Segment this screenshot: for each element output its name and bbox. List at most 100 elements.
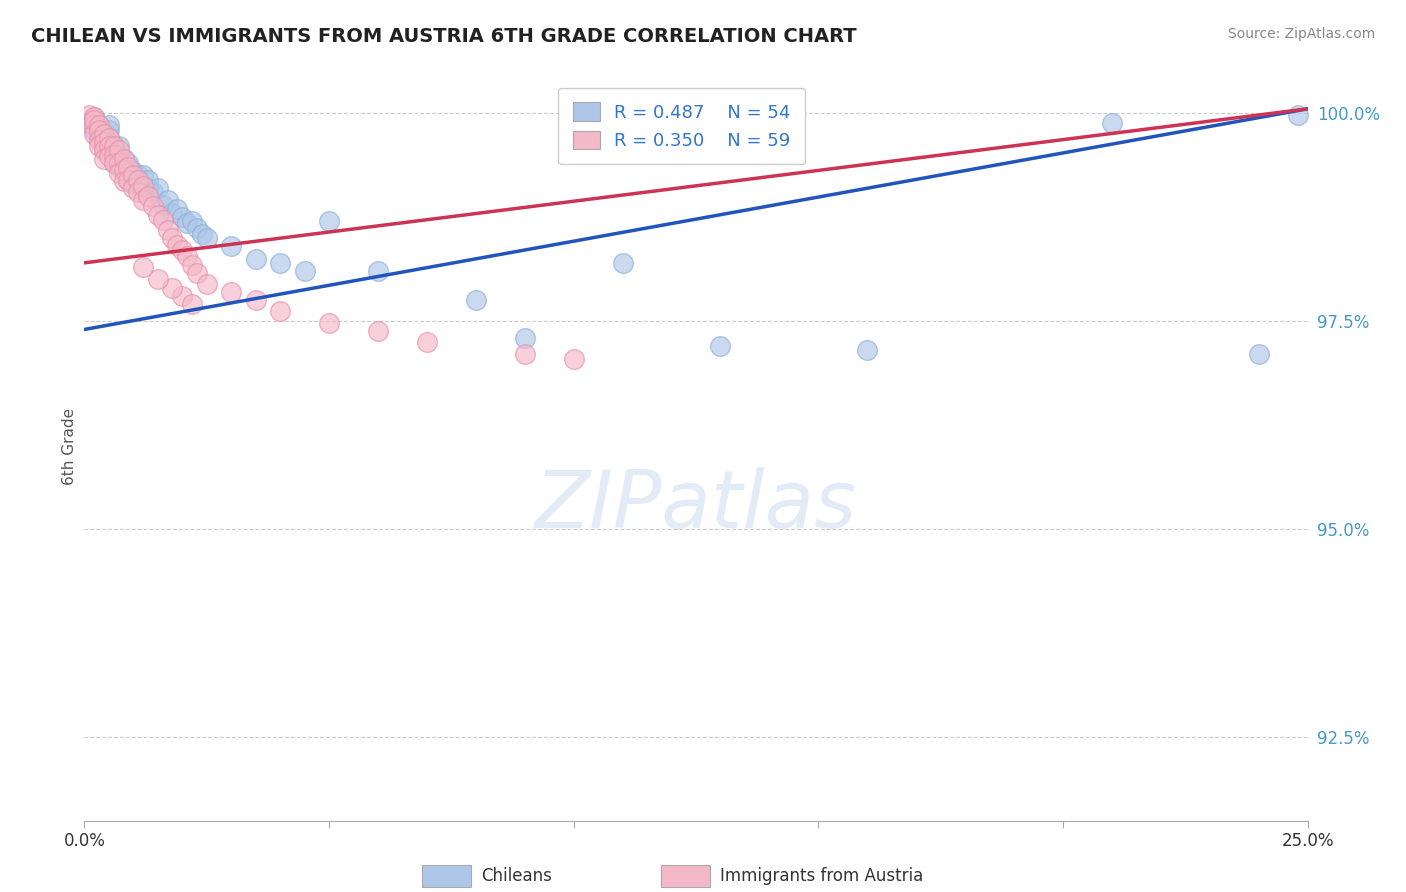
Point: [146, 272, 169, 286]
Point: [1101, 116, 1123, 130]
Point: [93, 144, 115, 158]
Legend: R = 0.487    N = 54, R = 0.350    N = 59: R = 0.487 N = 54, R = 0.350 N = 59: [558, 88, 806, 164]
Point: [112, 174, 135, 188]
Point: [856, 343, 879, 358]
Point: [107, 166, 129, 180]
Point: [186, 266, 208, 280]
Point: [132, 260, 155, 274]
Y-axis label: 6th Grade: 6th Grade: [62, 408, 77, 484]
Point: [132, 181, 155, 195]
Point: [107, 160, 129, 174]
Point: [93, 152, 115, 166]
Point: [612, 256, 634, 270]
Point: [83, 110, 105, 124]
Point: [1247, 347, 1270, 361]
Point: [77, 116, 100, 130]
Point: [136, 172, 159, 186]
Point: [195, 231, 218, 245]
Point: [112, 162, 135, 177]
Point: [416, 334, 439, 349]
Point: [83, 127, 105, 141]
Point: [97, 119, 120, 133]
Point: [117, 172, 139, 186]
Point: [132, 169, 155, 183]
Point: [83, 122, 105, 136]
Text: ZIPatlas: ZIPatlas: [534, 467, 858, 545]
Point: [562, 351, 585, 366]
Point: [112, 152, 135, 166]
Point: [219, 239, 242, 253]
Point: [136, 181, 159, 195]
Point: [93, 127, 115, 141]
Point: [142, 199, 165, 213]
Point: [191, 227, 214, 241]
Point: [87, 119, 110, 133]
Point: [245, 293, 267, 308]
Point: [87, 139, 110, 153]
Point: [464, 293, 486, 308]
Point: [87, 119, 110, 133]
Point: [127, 185, 149, 199]
Point: [245, 252, 267, 266]
Point: [186, 220, 208, 235]
Point: [83, 119, 105, 133]
Point: [83, 112, 105, 127]
Point: [97, 149, 120, 163]
Point: [513, 331, 536, 345]
Point: [112, 152, 135, 166]
Point: [93, 144, 115, 158]
Point: [103, 139, 125, 153]
Point: [93, 135, 115, 149]
Point: [93, 127, 115, 141]
Point: [146, 181, 169, 195]
Point: [132, 179, 155, 194]
Point: [181, 214, 204, 228]
Point: [122, 181, 145, 195]
Point: [127, 172, 149, 186]
Point: [269, 304, 291, 318]
Point: [152, 197, 174, 211]
Point: [162, 281, 184, 295]
Point: [107, 147, 129, 161]
Point: [127, 169, 149, 183]
Point: [142, 185, 165, 199]
Point: [97, 139, 120, 153]
Point: [97, 122, 120, 136]
Point: [318, 316, 340, 330]
Point: [294, 264, 316, 278]
Point: [87, 122, 110, 136]
Point: [103, 156, 125, 170]
Point: [103, 144, 125, 158]
Point: [97, 131, 120, 145]
Point: [122, 164, 145, 178]
Text: Immigrants from Austria: Immigrants from Austria: [720, 867, 924, 885]
Point: [112, 164, 135, 178]
Point: [181, 258, 204, 272]
Point: [103, 156, 125, 170]
Point: [156, 222, 179, 236]
Point: [87, 131, 110, 145]
Text: Source: ZipAtlas.com: Source: ZipAtlas.com: [1227, 27, 1375, 41]
Point: [103, 147, 125, 161]
Point: [162, 206, 184, 220]
Point: [122, 177, 145, 191]
Point: [152, 212, 174, 227]
Point: [172, 289, 194, 303]
Point: [367, 324, 389, 338]
Point: [195, 277, 218, 291]
Point: [107, 144, 129, 158]
Point: [219, 285, 242, 299]
Point: [172, 244, 194, 258]
Point: [117, 156, 139, 170]
Point: [87, 127, 110, 141]
Point: [709, 339, 731, 353]
Point: [103, 139, 125, 153]
Point: [162, 231, 184, 245]
Point: [181, 297, 204, 311]
Point: [166, 202, 188, 216]
Point: [117, 160, 139, 174]
Text: CHILEAN VS IMMIGRANTS FROM AUSTRIA 6TH GRADE CORRELATION CHART: CHILEAN VS IMMIGRANTS FROM AUSTRIA 6TH G…: [31, 27, 856, 45]
Point: [122, 169, 145, 183]
Point: [136, 189, 159, 203]
Point: [176, 249, 198, 263]
